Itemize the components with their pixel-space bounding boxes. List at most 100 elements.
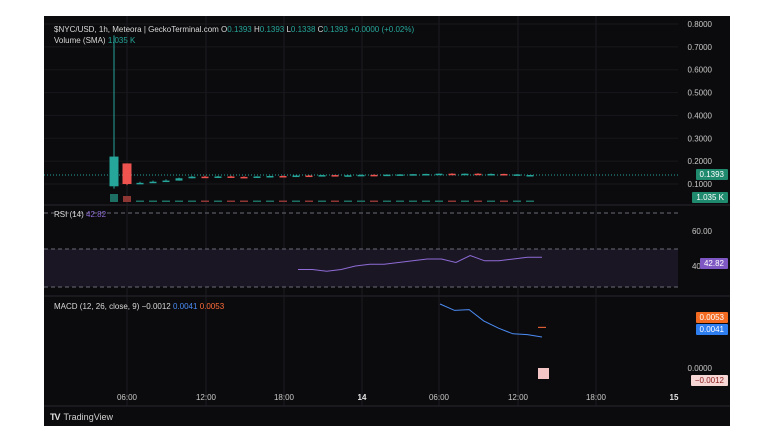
macd-line [439,303,543,338]
tradingview-label: TradingView [63,412,114,422]
time-axis-tick: 06:00 [117,393,138,402]
rsi-label[interactable]: RSI (14) [54,210,84,219]
macd-legend: MACD (12, 26, close, 9) −0.0012 0.0041 0… [54,302,224,311]
volume-bar [461,200,469,202]
price-axis-tick: 0.4000 [688,111,713,120]
volume-bar [136,200,144,202]
volume-bar [305,200,313,202]
time-axis-tick: 14 [358,393,367,402]
price-axis-tick: 0.1000 [688,180,713,189]
chart-frame[interactable]: 0.8000 0.7000 0.6000 0.5000 0.4000 0.3000 0.20… [44,16,730,426]
price-axis-tick: 0.5000 [688,89,713,98]
time-axis-tick: 15 [670,393,679,402]
chart-canvas[interactable]: 0.8000 0.7000 0.6000 0.5000 0.4000 0.3000 0.20… [44,16,730,426]
candle-body [331,175,339,177]
candle-body [122,163,132,184]
volume-legend: Volume (SMA) 1.035 K [54,36,135,45]
candle-body [409,174,417,176]
volume-bar [214,200,222,202]
volume-bar [487,200,495,202]
volume-bar [240,200,248,202]
candle-body [214,176,222,178]
volume-bar [227,200,235,202]
candle-body [149,181,157,184]
volume-value: 1.035 K [107,36,136,45]
volume-bar [201,200,209,202]
volume-bar [396,200,404,202]
volume-bar [448,200,456,202]
volume-bar [188,200,196,202]
volume-bar [162,200,170,202]
rsi-line [298,254,542,272]
time-axis-tick: 18:00 [274,393,295,402]
candle-body [227,176,235,178]
candle-body [422,173,430,176]
volume-tag: 1.035 K [692,192,728,203]
candle-body [292,175,300,178]
candle-body [136,182,144,185]
candle-body [357,174,365,177]
volume-bar [266,200,274,202]
volume-bar [110,194,118,202]
candle-body [500,173,508,176]
macd-value-hist: −0.0012 [141,302,171,311]
candle-body [201,176,209,179]
candle-body [526,175,534,177]
candle-body [487,173,495,176]
candle-body [240,176,248,179]
candle-body [370,174,378,177]
candle-body [109,156,119,187]
tradingview-logo-icon: TV [50,412,60,422]
high-label: H [253,25,260,34]
price-tag: 0.1393 [695,169,728,180]
candle-body [188,176,196,179]
macd-line-tag: 0.0041 [695,324,728,335]
candle-body [513,174,521,176]
macd-value-signal: 0.0053 [199,302,225,311]
close-value: 0.1393 [323,25,348,34]
price-axis-tick: 0.8000 [688,20,713,29]
close-label: C [317,25,324,34]
candle-body [396,174,404,176]
rsi-tag: 42.82 [699,258,728,269]
rsi-legend: RSI (14) 42.82 [54,210,106,219]
price-axis-tick: 0.6000 [688,66,713,75]
symbol-label[interactable]: $NYC/USD, 1h, Meteora | GeckoTerminal.co… [54,25,219,34]
candle-body [175,178,183,181]
price-legend: $NYC/USD, 1h, Meteora | GeckoTerminal.co… [54,25,414,34]
volume-bar [331,200,339,202]
volume-bar [500,200,508,202]
time-axis-tick: 12:00 [196,393,217,402]
volume-label[interactable]: Volume (SMA) [54,36,106,45]
change-value: +0.0000 (+0.02%) [350,25,415,34]
time-axis-tick: 06:00 [429,393,450,402]
volume-bar [526,200,534,202]
open-value: 0.1393 [227,25,252,34]
candle-body [266,176,274,178]
candle-body [162,180,170,183]
price-axis-tick: 0.2000 [688,157,713,166]
volume-bar [370,200,378,202]
volume-bar [474,200,482,202]
volume-bar [344,200,352,202]
volume-bar [409,200,417,202]
volume-bar [149,200,157,202]
volume-bar [253,200,261,202]
candle-body [383,174,391,177]
open-label: O [221,25,228,34]
volume-bar [357,200,365,202]
candle-body [305,175,313,178]
rsi-band [44,249,678,287]
volume-bar [422,200,430,202]
macd-axis-tick: 0.0000 [688,364,713,373]
tradingview-branding[interactable]: TV TradingView [50,412,113,422]
candle-body [279,176,287,178]
macd-label[interactable]: MACD (12, 26, close, 9) [54,302,140,311]
candle-body [448,173,456,176]
candle-body [318,175,326,177]
time-axis-tick: 18:00 [586,393,607,402]
volume-bar [435,200,443,202]
price-axis-tick: 0.3000 [688,134,713,143]
candle-body [344,175,352,177]
candle-body [461,173,469,176]
